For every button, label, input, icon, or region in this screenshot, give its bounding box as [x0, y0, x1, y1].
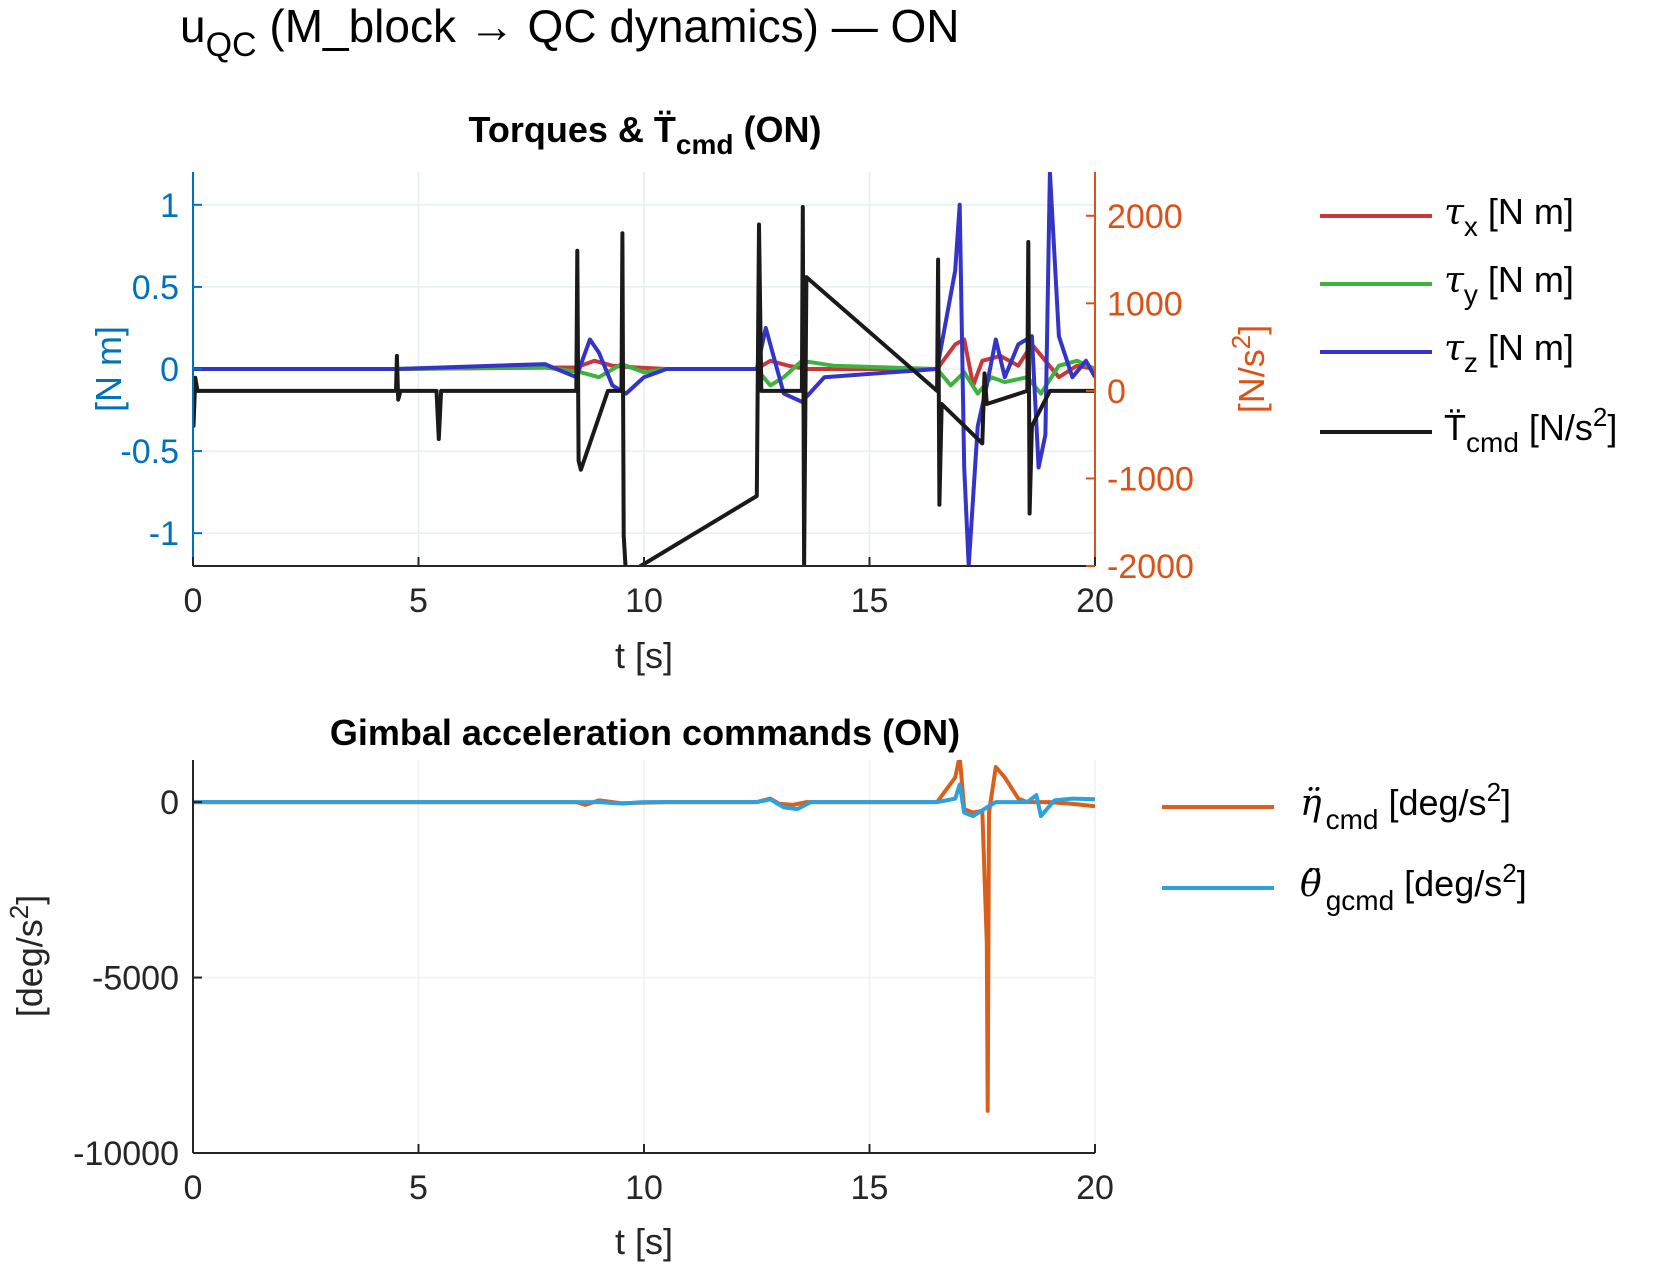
- left-tick-label: 0: [160, 351, 179, 389]
- torques-x-axis-label: t [s]: [615, 635, 673, 676]
- series-line-tau_z: [193, 172, 1095, 566]
- gimbal-x-axis-label: t [s]: [615, 1221, 673, 1262]
- x-tick-label: 5: [409, 1169, 428, 1207]
- torques-lines: [193, 172, 1095, 566]
- legend-label-t-cmd: T̈cmd [N/s2]: [1444, 402, 1617, 458]
- legend-entry-tau-x: τx [N m]: [1320, 191, 1574, 242]
- left-tick-label: -0.5: [120, 433, 179, 471]
- x-tick-label: 5: [409, 582, 428, 620]
- torques-axes: [192, 172, 1096, 567]
- y-tick-label: -5000: [92, 960, 179, 998]
- x-tick-label: 10: [625, 582, 663, 620]
- torques-panel: Torques & T̈cmd (ON) 0 5 10 15 20 1 0.5 0 -0.5 -…: [88, 109, 1272, 676]
- torques-x-tick-labels: 0 5 10 15 20: [184, 582, 1114, 620]
- torques-right-axis-label: [N/s2]: [1226, 325, 1272, 414]
- x-tick-label: 20: [1076, 1169, 1114, 1207]
- series-line-theta: [193, 782, 1095, 819]
- legend-entry-tau-y: τy [N m]: [1320, 259, 1574, 310]
- left-tick-label: -1: [149, 515, 179, 553]
- gimbal-y-tick-labels: 0 -5000 -10000: [73, 784, 179, 1173]
- torques-left-axis-label: [N m]: [88, 326, 129, 412]
- right-tick-label: 2000: [1107, 198, 1183, 236]
- legend-label-tau-z: τz [N m]: [1444, 327, 1574, 378]
- legend-label-eta: η̈ cmd [deg/s2]: [1300, 777, 1511, 835]
- gimbal-x-tick-labels: 0 5 10 15 20: [184, 1169, 1114, 1207]
- legend-label-theta: θ̈ gcmd [deg/s2]: [1300, 858, 1527, 916]
- legend-label-tau-x: τx [N m]: [1444, 191, 1574, 242]
- legend-entry-t-cmd: T̈cmd [N/s2]: [1320, 402, 1617, 458]
- torques-legend: τx [N m] τy [N m] τz [N m] T̈cmd [N/s2]: [1320, 191, 1617, 458]
- gimbal-lines: [193, 760, 1095, 1113]
- x-tick-label: 0: [184, 1169, 203, 1207]
- left-tick-label: 1: [160, 187, 179, 225]
- gimbal-axes: [192, 760, 1096, 1154]
- gimbal-panel-title: Gimbal acceleration commands (ON): [330, 712, 960, 753]
- gimbal-y-axis-label: [deg/s2]: [4, 895, 50, 1018]
- y-tick-label: 0: [160, 784, 179, 822]
- gimbal-panel: Gimbal acceleration commands (ON) 0 5 10 15…: [4, 712, 1114, 1262]
- y-tick-label: -10000: [73, 1135, 179, 1173]
- legend-entry-eta: η̈ cmd [deg/s2]: [1162, 777, 1511, 835]
- torques-panel-title: Torques & T̈cmd (ON): [469, 109, 822, 160]
- right-tick-label: 1000: [1107, 285, 1183, 323]
- x-tick-label: 20: [1076, 582, 1114, 620]
- right-tick-label: 0: [1107, 373, 1126, 411]
- x-tick-label: 0: [184, 582, 203, 620]
- x-tick-label: 15: [851, 1169, 889, 1207]
- figure-title: uQC (M_block → QC dynamics) — ON: [180, 0, 960, 64]
- right-tick-label: -1000: [1107, 460, 1194, 498]
- legend-entry-tau-z: τz [N m]: [1320, 327, 1574, 378]
- x-tick-label: 10: [625, 1169, 663, 1207]
- torques-left-tick-labels: 1 0.5 0 -0.5 -1: [120, 187, 179, 553]
- x-tick-label: 15: [851, 582, 889, 620]
- series-line-T_cmd: [193, 205, 1095, 566]
- gimbal-legend: η̈ cmd [deg/s2] θ̈ gcmd [deg/s2]: [1162, 777, 1527, 916]
- right-tick-label: -2000: [1107, 548, 1194, 586]
- torques-right-tick-labels: 2000 1000 0 -1000 -2000: [1107, 198, 1194, 586]
- legend-entry-theta: θ̈ gcmd [deg/s2]: [1162, 858, 1527, 916]
- legend-label-tau-y: τy [N m]: [1444, 259, 1574, 310]
- left-tick-label: 0.5: [132, 269, 179, 307]
